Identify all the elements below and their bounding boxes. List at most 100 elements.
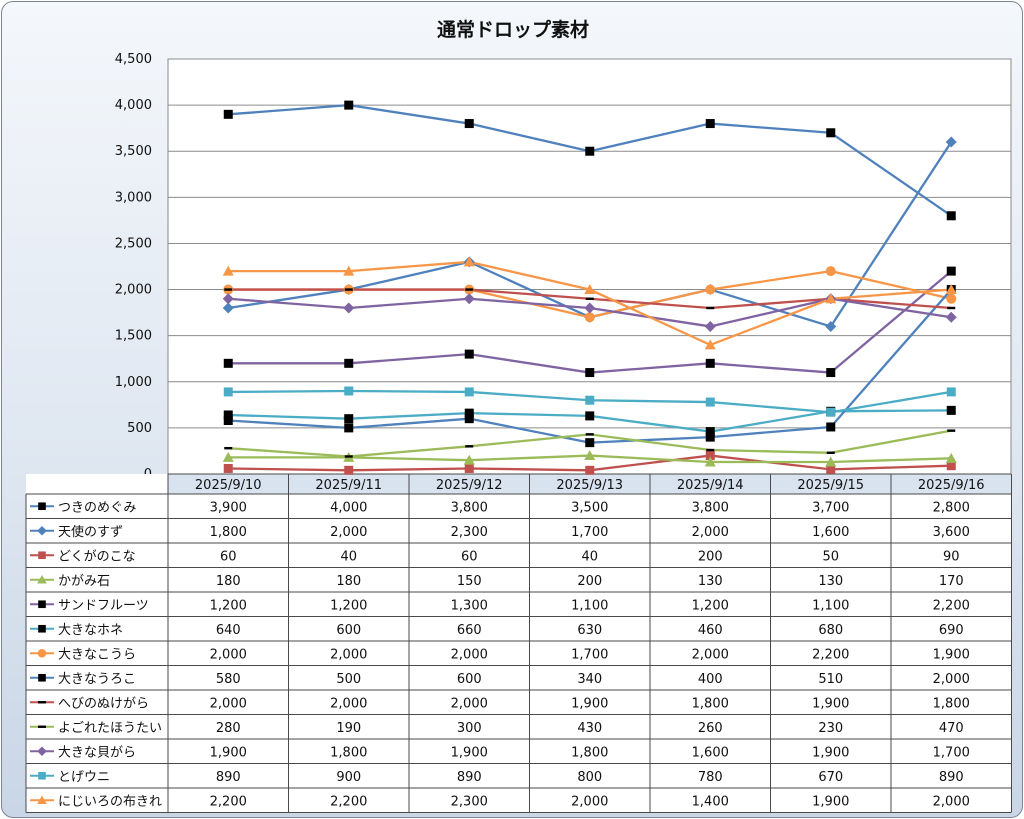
data-point [344,386,354,396]
table-cell-value: 1,200 [692,598,729,613]
data-point [705,284,716,295]
data-point [222,302,234,314]
table-cell-value: 200 [698,549,723,564]
series-name: 大きなホネ [58,623,123,638]
data-point [464,349,474,359]
table-cell-value: 1,800 [933,696,970,711]
x-category-label: 2025/9/15 [797,478,864,493]
data-point [222,265,234,276]
table-cell-value: 1,800 [330,745,367,760]
table-cell-value: 600 [336,623,361,638]
data-point [463,293,475,305]
data-point [585,465,595,475]
table-cell-value: 2,800 [933,500,970,515]
table-cell-value: 670 [818,770,843,785]
data-point [946,461,956,471]
series-name: にじいろの布きれ [58,794,162,809]
x-category-label: 2025/9/11 [315,478,382,493]
data-point [705,427,715,437]
data-point [344,414,354,424]
table-cell-value: 400 [698,672,723,687]
y-tick-label: 3,500 [115,144,152,159]
data-point [223,410,233,420]
table-cell-value: 890 [216,770,241,785]
data-point [344,100,354,110]
table-cell-value: 2,000 [330,525,367,540]
data-point [826,422,836,432]
table-cell-value: 1,400 [692,794,729,809]
data-point [344,358,354,368]
table-cell-value: 1,700 [571,525,608,540]
table-cell-value: 150 [457,574,482,589]
table-cell-value: 3,500 [571,500,608,515]
data-point [344,288,353,291]
table-cell-value: 800 [577,770,602,785]
table-cell-value: 430 [577,721,602,736]
table-cell-value: 3,600 [933,525,970,540]
data-point [344,423,354,433]
table-cell-value: 180 [216,574,241,589]
table-cell-value: 1,700 [933,745,970,760]
legend-key-marker [38,600,46,609]
data-point [585,146,595,156]
table-cell-value: 2,000 [451,696,488,711]
table-cell-value: 60 [220,549,237,564]
series-name: 大きなこうら [58,647,136,662]
data-point [946,293,957,304]
data-point [584,450,596,461]
table-cell-value: 90 [943,549,960,564]
table-cell-value: 640 [216,623,241,638]
legend-key-marker [38,725,46,728]
x-category-label: 2025/9/13 [556,478,623,493]
data-point [463,256,475,267]
data-point [826,407,836,417]
table-cell-value: 2,000 [210,647,247,662]
table-cell-value: 230 [818,721,843,736]
data-point [465,288,474,291]
table-cell-value: 680 [818,623,843,638]
table-cell-value: 2,000 [692,647,729,662]
legend-key-marker [38,624,46,633]
table-cell-value: 2,000 [330,696,367,711]
data-point [704,339,716,350]
table-cell-value: 600 [457,672,482,687]
legend-key-marker [38,673,46,682]
table-cell-value: 1,800 [571,745,608,760]
table-cell-value: 2,000 [451,647,488,662]
data-point [825,266,836,277]
table-cell-value: 1,600 [812,525,849,540]
data-point [825,320,837,332]
table-cell-value: 2,200 [933,598,970,613]
table-cell-value: 1,100 [571,598,608,613]
table-cell-value: 3,800 [451,500,488,515]
chart-title: 通常ドロップ素材 [436,19,589,41]
table-cell-value: 130 [818,574,843,589]
table-cell-value: 4,000 [330,500,367,515]
table-cell-value: 630 [577,623,602,638]
legend-key-marker [37,574,47,584]
table-cell-value: 660 [457,623,482,638]
data-point [464,408,474,418]
data-point [344,455,353,458]
table-cell-value: 900 [336,770,361,785]
data-point [343,265,355,276]
data-point [585,395,595,405]
legend-key-marker [38,502,46,511]
data-point [826,368,836,378]
y-tick-label: 4,500 [115,52,152,67]
data-point [704,456,716,467]
x-category-label: 2025/9/16 [918,478,985,493]
table-cell-value: 470 [939,721,964,736]
table-cell-value: 190 [336,721,361,736]
table-cell-value: 280 [216,721,241,736]
data-point [222,293,234,305]
table-cell-value: 2,200 [330,794,367,809]
series-name: 大きな貝がら [58,745,136,760]
legend-key-marker [37,648,47,658]
data-point [825,456,837,467]
table-cell-value: 1,600 [692,745,729,760]
table-cell-value: 60 [461,549,478,564]
table-cell-value: 1,800 [210,525,247,540]
data-table-header-bg [168,474,1011,494]
